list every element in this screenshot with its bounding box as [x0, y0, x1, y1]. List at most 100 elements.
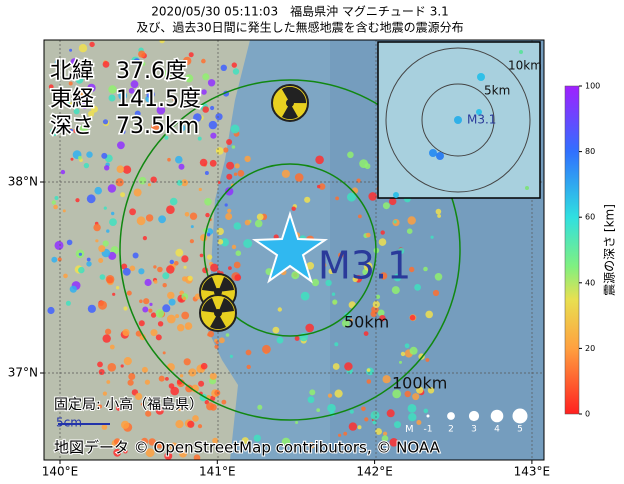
- quake-dot: [107, 363, 117, 372]
- quake-dot: [102, 334, 111, 343]
- quake-dot: [122, 165, 132, 174]
- quake-dot: [172, 97, 177, 102]
- quake-dot: [135, 392, 143, 401]
- quake-dot: [102, 119, 109, 125]
- quake-dot: [200, 234, 208, 242]
- quake-dot: [209, 372, 217, 380]
- quake-dot: [73, 108, 80, 115]
- quake-dot: [416, 420, 422, 425]
- quake-dot: [304, 196, 311, 203]
- quake-dot: [126, 290, 132, 296]
- quake-dot: [291, 271, 300, 280]
- quake-dot: [115, 404, 122, 411]
- quake-dot: [423, 266, 428, 272]
- quake-dot: [63, 273, 68, 279]
- quake-dot: [74, 98, 83, 107]
- quake-dot: [349, 409, 354, 414]
- quake-dot: [188, 52, 194, 58]
- quake-dot: [382, 202, 390, 210]
- quake-dot: [165, 397, 170, 402]
- quake-dot: [102, 240, 109, 247]
- quake-dot: [109, 218, 117, 227]
- quake-dot: [155, 406, 164, 415]
- quake-dot: [389, 438, 399, 447]
- quake-dot: [300, 291, 310, 301]
- quake-dot: [63, 100, 71, 107]
- colorbar: [564, 85, 580, 415]
- quake-dot: [102, 61, 110, 68]
- quake-dot: [234, 274, 242, 281]
- quake-dot: [65, 300, 71, 306]
- quake-dot: [62, 209, 66, 213]
- quake-dot: [398, 247, 405, 254]
- quake-dot: [75, 75, 84, 84]
- quake-dot: [216, 227, 224, 236]
- quake-dot: [151, 123, 160, 131]
- quake-dot: [98, 404, 102, 409]
- quake-dot: [335, 196, 339, 201]
- quake-dot: [377, 309, 385, 317]
- quake-dot: [334, 342, 339, 347]
- quake-dot: [348, 422, 358, 431]
- quake-dot: [148, 438, 156, 446]
- quake-dot: [404, 343, 410, 349]
- quake-dot: [98, 245, 106, 253]
- quake-dot: [404, 390, 411, 398]
- quake-dot: [225, 187, 234, 196]
- quake-dot: [145, 410, 152, 417]
- inset-ring-5: 5km: [484, 84, 510, 98]
- quake-dot: [435, 208, 442, 215]
- quake-dot: [83, 162, 90, 169]
- axes: 140°E 141°E 142°E 143°E 38°N 37°N: [8, 175, 550, 479]
- quake-dot: [166, 205, 175, 214]
- quake-dot: [169, 442, 178, 451]
- quake-dot: [207, 233, 211, 237]
- quake-dot: [306, 262, 315, 270]
- colorbar-label: 震源の深さ [km]: [603, 204, 617, 296]
- quake-dot: [187, 420, 195, 428]
- quake-dot: [117, 141, 125, 150]
- legend-size: [447, 412, 455, 420]
- quake-dot: [70, 58, 78, 66]
- quake-dot: [175, 155, 183, 164]
- quake-dot: [381, 435, 389, 442]
- quake-dot: [394, 421, 401, 429]
- quake-dot: [150, 329, 158, 337]
- quake-dot: [219, 337, 225, 344]
- quake-dot: [254, 219, 263, 228]
- quake-dot: [226, 139, 233, 145]
- quake-dot: [162, 283, 167, 288]
- y-tick-label: 37°N: [8, 366, 38, 380]
- quake-dot: [366, 367, 374, 376]
- quake-dot: [233, 261, 241, 269]
- quake-dot: [93, 223, 101, 232]
- quake-dot: [305, 323, 315, 333]
- quake-dot: [98, 258, 104, 263]
- quake-dot: [131, 95, 135, 99]
- quake-dot: [86, 151, 93, 158]
- quake-dot: [386, 409, 395, 418]
- quake-dot: [215, 113, 223, 121]
- quake-dot: [202, 73, 210, 81]
- colorbar-ticks: 0 20 40 60 80 100: [579, 82, 600, 419]
- quake-dot: [276, 336, 284, 344]
- quake-dot: [163, 69, 172, 78]
- quake-dot: [114, 438, 121, 445]
- quake-dot: [380, 230, 385, 235]
- quake-dot: [343, 431, 348, 436]
- quake-dot: [115, 286, 120, 290]
- quake-dot: [138, 50, 146, 58]
- legend-size: [426, 414, 430, 418]
- quake-dot: [162, 272, 170, 280]
- quake-dot: [133, 58, 141, 65]
- quake-dot: [142, 236, 147, 241]
- quake-dot: [407, 404, 417, 413]
- quake-dot: [204, 171, 209, 175]
- ring-100km: [119, 79, 461, 421]
- quake-dot: [134, 110, 141, 117]
- quake-dot: [322, 262, 327, 268]
- quake-dot: [382, 375, 391, 384]
- quake-dot: [307, 396, 315, 404]
- quake-dot: [86, 257, 91, 262]
- quake-dot: [150, 176, 157, 183]
